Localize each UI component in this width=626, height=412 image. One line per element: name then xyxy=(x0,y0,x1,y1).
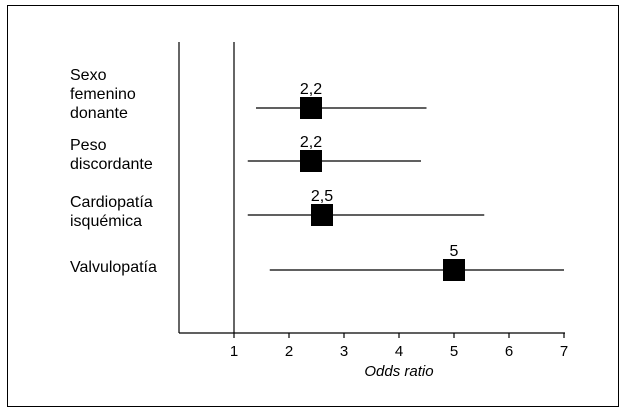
x-tick-label: 2 xyxy=(285,343,293,360)
row-label: Peso xyxy=(70,137,107,154)
odds-ratio-marker xyxy=(300,97,322,119)
row-label: isquémica xyxy=(70,213,142,230)
forest-row: Valvulopatía 5 xyxy=(70,243,564,281)
odds-ratio-label: 2,2 xyxy=(300,81,322,98)
forest-row: Peso discordante 2,2 xyxy=(70,134,421,173)
row-label: femenino xyxy=(70,86,136,103)
odds-ratio-marker xyxy=(443,259,465,281)
row-label: Cardiopatía xyxy=(70,194,153,211)
forest-row: Cardiopatía isquémica 2,5 xyxy=(70,188,485,230)
odds-ratio-label: 2,5 xyxy=(311,188,333,205)
odds-ratio-marker xyxy=(300,150,322,172)
odds-ratio-label: 5 xyxy=(450,243,459,260)
row-label: Valvulopatía xyxy=(70,259,157,276)
x-axis-label: Odds ratio xyxy=(364,363,433,380)
odds-ratio-marker xyxy=(311,204,333,226)
x-tick-label: 7 xyxy=(560,343,568,360)
x-tick-label: 1 xyxy=(230,343,238,360)
row-label: donante xyxy=(70,105,128,122)
row-label: discordante xyxy=(70,156,153,173)
row-label: Sexo xyxy=(70,67,107,84)
x-tick-label: 4 xyxy=(395,343,403,360)
forest-row: Sexo femenino donante 2,2 xyxy=(70,67,427,122)
x-tick-label: 6 xyxy=(505,343,513,360)
x-tick-label: 3 xyxy=(340,343,348,360)
odds-ratio-label: 2,2 xyxy=(300,134,322,151)
x-tick-label: 5 xyxy=(450,343,458,360)
